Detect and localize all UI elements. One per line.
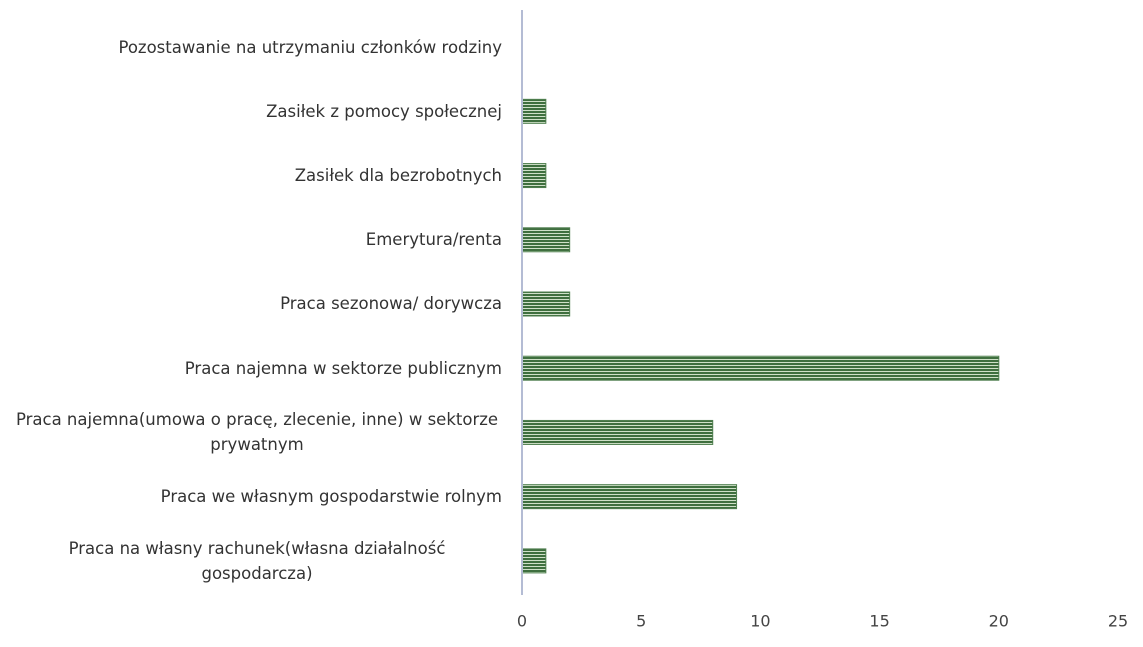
category-text: Zasiłek z pomocy społecznej xyxy=(266,101,502,121)
bar xyxy=(521,98,547,124)
category-text: Pozostawanie na utrzymaniu członków rodz… xyxy=(118,37,502,57)
y-tick-label: Zasiłek z pomocy społecznej xyxy=(10,79,502,143)
bar xyxy=(521,291,571,317)
bar xyxy=(521,419,714,445)
category-text: Zasiłek dla bezrobotnych xyxy=(294,166,502,186)
y-tick-label: Praca sezonowa/ dorywcza xyxy=(10,272,502,336)
bar xyxy=(521,484,738,510)
category-text: Praca najemna w sektorze publicznym xyxy=(184,358,502,378)
x-tick-label: 25 xyxy=(1108,612,1128,631)
x-tick-label: 5 xyxy=(636,612,646,631)
y-tick-label: Pozostawanie na utrzymaniu członków rodz… xyxy=(10,15,502,79)
y-tick-label: Praca na własny rachunek(własna działaln… xyxy=(10,529,502,593)
category-text: Praca we własnym gospodarstwie rolnym xyxy=(160,487,502,507)
x-tick-label: 20 xyxy=(989,612,1009,631)
bar xyxy=(521,163,547,189)
x-tick-label: 10 xyxy=(750,612,770,631)
y-tick-label: Zasiłek dla bezrobotnych xyxy=(10,143,502,207)
category-text: Praca sezonowa/ dorywcza xyxy=(280,294,502,314)
category-text: Emerytura/renta xyxy=(365,230,502,250)
y-tick-label: Emerytura/renta xyxy=(10,208,502,272)
y-tick-label: Praca we własnym gospodarstwie rolnym xyxy=(10,465,502,529)
bar xyxy=(521,548,547,574)
x-tick-label: 0 xyxy=(517,612,527,631)
x-tick-label: 15 xyxy=(869,612,889,631)
bar xyxy=(521,355,1000,381)
category-text: Praca najemna(umowa o pracę, zlecenie, i… xyxy=(15,410,499,455)
bar xyxy=(521,227,571,253)
y-tick-label: Praca najemna w sektorze publicznym xyxy=(10,336,502,400)
category-text: Praca na własny rachunek(własna działaln… xyxy=(68,538,446,583)
y-tick-label: Praca najemna(umowa o pracę, zlecenie, i… xyxy=(10,400,502,464)
